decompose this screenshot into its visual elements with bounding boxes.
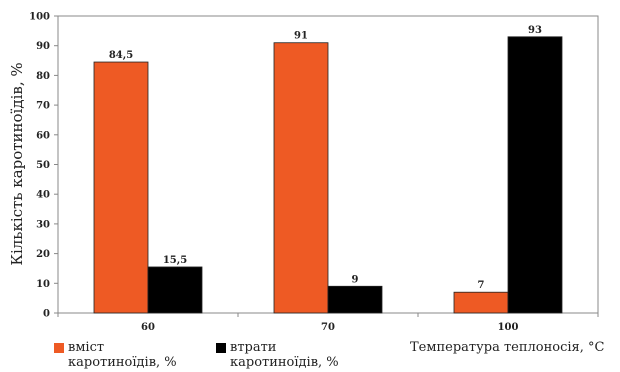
y-tick-label: 0: [43, 309, 50, 320]
legend-item-content: вміст каротиноїдів, %: [54, 340, 177, 370]
data-label: 9: [352, 274, 359, 285]
data-label: 7: [478, 280, 485, 291]
y-axis: 0 10 20 30 40 50 60 70 80 90 100: [29, 12, 58, 320]
y-tick-label: 20: [36, 249, 50, 260]
bar-content-100: [453, 291, 509, 314]
y-tick-label: 60: [36, 130, 50, 141]
bar-content-70: [273, 42, 329, 314]
x-axis: 60 70 100: [57, 313, 599, 333]
data-label: 91: [294, 31, 308, 42]
x-axis-title: Температура теплоносія, °C: [410, 340, 605, 355]
y-axis-title: Кількість каротиноїдів, %: [8, 62, 26, 265]
legend-label-loss-line2: каротиноїдів, %: [230, 355, 339, 370]
y-tick-label: 80: [36, 71, 50, 82]
legend-swatch-content: [54, 342, 64, 353]
bars: [93, 36, 563, 314]
bar-loss-100: [507, 36, 563, 314]
x-tick-label: 60: [141, 322, 155, 333]
y-tick-label: 100: [29, 12, 50, 23]
bar-loss-60: [147, 266, 203, 314]
data-label: 84,5: [109, 50, 133, 61]
y-tick-label: 70: [36, 101, 50, 112]
legend-label-content-line1: вміст: [68, 340, 105, 355]
y-tick-label: 90: [36, 41, 50, 52]
bar-content-60: [93, 61, 149, 314]
data-label: 93: [528, 25, 542, 36]
y-tick-label: 40: [36, 190, 50, 201]
y-tick-label: 10: [36, 279, 50, 290]
x-tick-label: 100: [498, 322, 519, 333]
legend-swatch-loss: [216, 342, 226, 353]
legend-label-loss-line1: втрати: [230, 340, 277, 355]
x-tick-label: 70: [321, 322, 335, 333]
y-tick-label: 30: [36, 219, 50, 230]
data-labels: 84,5 15,5 91 9 7 93: [109, 25, 542, 291]
y-tick-label: 50: [36, 160, 50, 171]
legend-label-content-line2: каротиноїдів, %: [68, 355, 177, 370]
bar-loss-70: [327, 285, 383, 314]
data-label: 15,5: [163, 255, 187, 266]
legend-item-loss: втрати каротиноїдів, %: [216, 340, 339, 370]
